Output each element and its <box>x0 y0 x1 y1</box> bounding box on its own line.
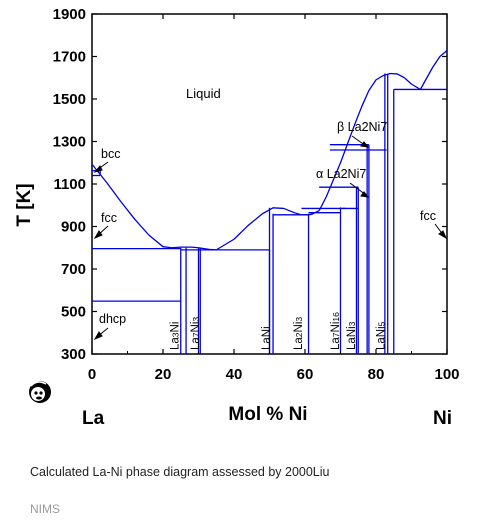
bcc-arrow-head <box>93 165 103 173</box>
axis-ticks: 300 500 700 900 1100 1300 1500 1700 1900 0 20 40 60 8… <box>53 6 460 383</box>
liquidus-curve <box>171 246 199 249</box>
source-label: NIMS <box>30 502 60 516</box>
liquidus-curve <box>215 207 320 251</box>
compound-label: La3Ni <box>170 322 182 350</box>
y-axis-label: T [K] <box>14 183 35 226</box>
fcc-left-annotation: fcc <box>101 211 117 225</box>
fcc-left-arrow-head <box>93 230 103 240</box>
y-tick-label: 1300 <box>53 134 86 151</box>
phase-boundaries <box>91 50 448 354</box>
compound-label: La7Ni16 <box>330 312 342 350</box>
alpha-arrow-head <box>360 191 370 198</box>
beta-arrow-head <box>360 141 370 148</box>
alpha-la2ni7-annotation: α La2Ni7 <box>316 167 366 181</box>
x-tick-label: 100 <box>434 366 459 383</box>
x-tick-label: 60 <box>297 366 314 383</box>
compound-label: La2Ni3 <box>293 317 305 350</box>
dhcp-annotation: dhcp <box>99 312 126 326</box>
compound-label: La7Ni3 <box>190 317 202 350</box>
bcc-annotation: bcc <box>101 147 120 161</box>
liquidus-curve <box>419 50 448 90</box>
liquidus-curve <box>91 163 172 249</box>
compound-label: LaNi5 <box>376 321 388 350</box>
fcc-right-annotation: fcc <box>420 209 436 223</box>
x-tick-label: 80 <box>368 366 385 383</box>
phase-labels: La3Ni La7Ni3 LaNi La2Ni3 La7Ni16 LaNi3 LaNi5 <box>170 312 388 350</box>
nims-logo <box>29 381 51 403</box>
beta-la2ni7-annotation: β La2Ni7 <box>337 120 387 134</box>
annotation-arrows <box>93 135 448 341</box>
figure-caption: Calculated La-Ni phase diagram assessed … <box>30 465 330 479</box>
x-tick-label: 40 <box>226 366 243 383</box>
y-tick-label: 900 <box>61 219 86 236</box>
y-tick-label: 300 <box>61 346 86 363</box>
y-tick-label: 1100 <box>53 176 86 193</box>
x-tick-label: 20 <box>155 366 172 383</box>
liquidus-curve <box>403 77 421 90</box>
element-left-label: La <box>82 408 105 429</box>
compound-label: LaNi3 <box>346 321 358 350</box>
element-right-label: Ni <box>433 408 452 429</box>
y-tick-label: 500 <box>61 304 86 321</box>
y-tick-label: 1900 <box>53 6 86 23</box>
fcc-right-arrow-head <box>438 230 448 240</box>
dhcp-arrow-head <box>93 331 103 341</box>
y-tick-label: 700 <box>61 261 86 278</box>
x-axis-label: Mol % Ni <box>228 404 307 425</box>
x-tick-label: 0 <box>88 366 96 383</box>
liquid-region-label: Liquid <box>186 86 221 101</box>
y-tick-label: 1700 <box>53 49 86 66</box>
y-tick-label: 1500 <box>53 91 86 108</box>
compound-label: LaNi <box>261 326 273 350</box>
liquidus-curve <box>318 72 405 211</box>
